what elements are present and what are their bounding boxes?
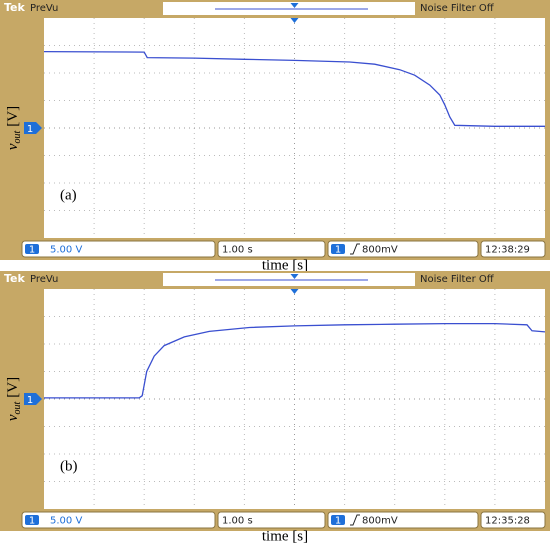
edge-icon: [350, 243, 360, 255]
channel-badge: [25, 244, 39, 254]
y-axis-unit: [V]: [5, 377, 21, 398]
trace: [44, 322, 546, 399]
channel-badge-text: 1: [29, 245, 35, 256]
y-axis-label: vout [V]: [5, 106, 23, 150]
ground-channel: 1: [27, 395, 33, 406]
channel-badge-text: 1: [29, 516, 35, 527]
status-box: [327, 511, 479, 529]
y-axis-sub: out: [12, 130, 23, 143]
edge-icon: [350, 514, 360, 526]
filter: Noise Filter Off: [420, 274, 495, 285]
y-axis-label: vout [V]: [5, 377, 23, 421]
status-box: [21, 511, 216, 529]
clock: 12:38:29: [485, 245, 530, 256]
volts-per-div: 5.00 V: [50, 516, 82, 527]
trigger-badge: [331, 515, 345, 525]
trigger-marker: [290, 274, 299, 294]
y-axis-unit: [V]: [5, 106, 21, 127]
mode: PreVu: [30, 3, 58, 14]
time-per-div: 1.00 s: [222, 516, 253, 527]
trigger-level: 800mV: [362, 245, 398, 256]
brand: Tek: [4, 272, 26, 285]
ground-marker: [24, 393, 42, 405]
volts-per-div: 5.00 V: [50, 245, 82, 256]
y-axis-var: v: [5, 143, 21, 150]
y-axis-var: v: [5, 414, 21, 421]
time-per-div: 1.00 s: [222, 245, 253, 256]
trigger-level: 800mV: [362, 516, 398, 527]
x-axis-label: time [s]: [262, 528, 308, 544]
status-box: [480, 240, 546, 258]
status-box: [327, 240, 479, 258]
ground-marker: [24, 122, 42, 134]
mode: PreVu: [30, 274, 58, 285]
x-axis-label: time [s]: [262, 257, 308, 273]
status-box: [217, 240, 326, 258]
trigger-badge: [331, 244, 345, 254]
trigger-badge-text: 1: [335, 516, 341, 527]
ground-channel: 1: [27, 124, 33, 135]
status-box: [21, 240, 216, 258]
panel-label: (b): [60, 458, 78, 474]
panel-label: (a): [60, 187, 77, 203]
filter: Noise Filter Off: [420, 3, 495, 14]
channel-badge: [25, 515, 39, 525]
trace: [43, 50, 545, 127]
trigger-badge-text: 1: [335, 245, 341, 256]
trigger-marker: [290, 3, 299, 23]
y-axis-sub: out: [12, 401, 23, 414]
status-box: [480, 511, 546, 529]
clock: 12:35:28: [485, 516, 530, 527]
brand: Tek: [4, 1, 26, 14]
status-box: [217, 511, 326, 529]
